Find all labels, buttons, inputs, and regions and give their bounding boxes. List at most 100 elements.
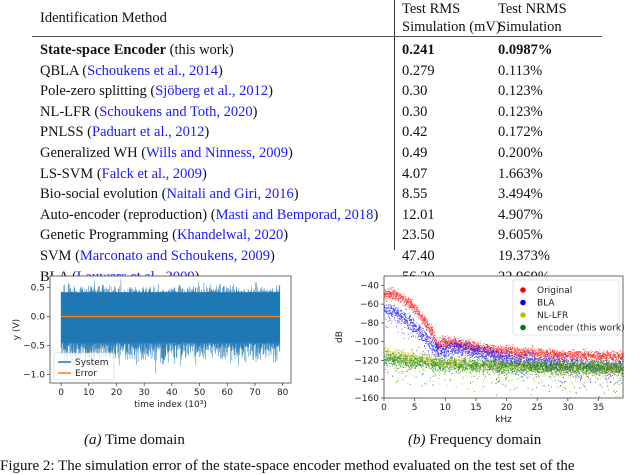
svg-text:20: 20: [501, 403, 513, 413]
citation-link[interactable]: Marconato and Schoukens, 2009: [79, 248, 270, 264]
svg-text:−100: −100: [354, 338, 379, 348]
method-cell: QBLA (Schoukens et al., 2014): [40, 62, 223, 79]
svg-text:70: 70: [249, 388, 261, 398]
svg-text:50: 50: [194, 388, 206, 398]
svg-text:0: 0: [381, 403, 387, 413]
svg-text:Error: Error: [75, 369, 97, 379]
subcaption-a: (a) Time domain: [84, 432, 185, 448]
method-cell: Pole-zero splitting (Sjöberg et al., 201…: [40, 83, 273, 100]
citation-link[interactable]: Naitali and Giri, 2016: [166, 186, 294, 203]
rms-cell: 0.279: [402, 62, 435, 79]
table-row: Auto-encoder (reproduction) (Masti and B…: [0, 205, 640, 225]
svg-text:y (V): y (V): [12, 319, 22, 340]
svg-text:0.0: 0.0: [31, 312, 46, 322]
svg-text:BLA: BLA: [537, 299, 555, 309]
svg-text:encoder (this work): encoder (this work): [537, 324, 625, 334]
table-row: NL-LFR (Schoukens and Toth, 2020) 0.30 0.1…: [0, 102, 640, 122]
rms-cell: 0.241: [402, 42, 435, 58]
svg-text:NL-LFR: NL-LFR: [537, 311, 568, 321]
svg-text:0: 0: [58, 388, 64, 398]
svg-text:25: 25: [531, 403, 542, 413]
svg-text:−160: −160: [354, 394, 379, 404]
table-row: QBLA (Schoukens et al., 2014) 0.279 0.113%: [0, 61, 640, 81]
citation-link[interactable]: Wills and Ninness, 2009: [146, 145, 289, 161]
svg-text:20: 20: [111, 388, 123, 398]
svg-text:−1.0: −1.0: [23, 370, 45, 380]
rms-cell: 12.01: [402, 206, 435, 223]
nrms-cell: 4.907%: [498, 206, 543, 223]
svg-text:15: 15: [470, 403, 481, 413]
method-cell: Auto-encoder (reproduction) (Masti and B…: [40, 206, 379, 223]
svg-text:60: 60: [222, 388, 234, 398]
table-row: Pole-zero splitting (Sjöberg et al., 201…: [0, 81, 640, 101]
table-row: Bio-social evolution (Naitali and Giri, …: [0, 184, 640, 204]
method-cell: NL-LFR (Schoukens and Toth, 2020): [40, 103, 258, 120]
method-cell: PNLSS (Paduart et al., 2012): [40, 124, 210, 141]
table-row: Genetic Programming (Khandelwal, 2020) 23…: [0, 225, 640, 245]
nrms-cell: 0.123%: [498, 83, 543, 100]
citation-link[interactable]: Khandelwal, 2020: [176, 227, 284, 244]
subcaption-b: (b) Frequency domain: [408, 432, 542, 448]
nrms-cell: 3.494%: [498, 186, 543, 203]
nrms-cell: 0.123%: [498, 103, 543, 120]
table-row: State-space Encoder (this work) 0.241 0.09…: [0, 40, 640, 60]
header-method: Identification Method: [40, 10, 167, 26]
rms-cell: 4.07: [402, 165, 428, 182]
svg-text:−60: −60: [360, 300, 379, 310]
citation-link[interactable]: Sjöberg et al., 2012: [155, 83, 269, 100]
nrms-cell: 0.0987%: [498, 42, 553, 58]
nrms-cell: 0.200%: [498, 145, 543, 161]
rms-cell: 23.50: [402, 227, 435, 244]
header-rms: Test RMS Simulation (mV): [402, 1, 501, 35]
svg-text:Original: Original: [537, 286, 572, 296]
figure-caption: Figure 2: The simulation error of the st…: [0, 458, 575, 474]
header-nrms: Test NRMS Simulation: [498, 1, 567, 35]
rms-cell: 0.30: [402, 83, 428, 100]
svg-text:time index (10³): time index (10³): [134, 400, 207, 410]
svg-text:0.5: 0.5: [31, 284, 45, 294]
frequency-domain-plot: 0 5 10 15 20 25 30 35 −40 −60 −80 −100 −120 −140 −160 k…: [335, 275, 625, 425]
method-cell: Bio-social evolution (Naitali and Giri, …: [40, 186, 299, 203]
time-domain-plot: 0 10 20 30 40 50 60 70 80 0.5 0.0 −0.5 −1.0 time inde…: [12, 275, 292, 410]
nrms-cell: 0.113%: [498, 62, 543, 79]
nrms-cell: 1.663%: [498, 165, 543, 182]
frequency-legend: Original BLA NL-LFR encoder (this work): [512, 279, 625, 336]
table-row: Generalized WH (Wills and Ninness, 2009)…: [0, 143, 640, 163]
rms-cell: 0.49: [402, 145, 428, 161]
method-cell: Generalized WH (Wills and Ninness, 2009): [40, 145, 293, 161]
svg-text:10: 10: [83, 388, 95, 398]
svg-text:10: 10: [440, 403, 452, 413]
svg-text:dB: dB: [335, 331, 345, 343]
citation-link[interactable]: Falck et al., 2009: [101, 165, 202, 182]
svg-text:−140: −140: [354, 375, 379, 385]
method-cell: LS-SVM (Falck et al., 2009): [40, 165, 207, 182]
svg-text:kHz: kHz: [495, 415, 512, 425]
method-cell: SVM (Marconato and Schoukens, 2009): [40, 248, 275, 264]
svg-text:−120: −120: [354, 356, 379, 366]
table-row: LS-SVM (Falck et al., 2009) 4.07 1.663%: [0, 164, 640, 184]
nrms-cell: 9.605%: [498, 227, 543, 244]
citation-link[interactable]: Paduart et al., 2012: [92, 124, 205, 141]
svg-text:30: 30: [562, 403, 574, 413]
rms-cell: 8.55: [402, 186, 428, 203]
svg-text:30: 30: [138, 388, 150, 398]
nrms-cell: 0.172%: [498, 124, 543, 141]
rms-cell: 0.42: [402, 124, 428, 141]
nrms-cell: 19.373%: [498, 248, 550, 264]
svg-text:System: System: [75, 358, 109, 368]
citation-link[interactable]: Schoukens and Toth, 2020: [99, 103, 253, 120]
svg-text:80: 80: [277, 388, 289, 398]
svg-text:5: 5: [412, 403, 418, 413]
column-divider: [394, 0, 395, 250]
citation-link[interactable]: Masti and Bemporad, 2018: [215, 206, 374, 223]
rms-cell: 0.30: [402, 103, 428, 120]
svg-text:−0.5: −0.5: [23, 341, 45, 351]
table-row: SVM (Marconato and Schoukens, 2009) 47.40…: [0, 246, 640, 266]
svg-text:−40: −40: [360, 281, 379, 291]
table-row: PNLSS (Paduart et al., 2012) 0.42 0.172%: [0, 122, 640, 142]
svg-text:40: 40: [166, 388, 178, 398]
svg-text:35: 35: [593, 403, 604, 413]
svg-text:−80: −80: [360, 319, 379, 329]
citation-link[interactable]: Schoukens et al., 2014: [87, 62, 219, 79]
